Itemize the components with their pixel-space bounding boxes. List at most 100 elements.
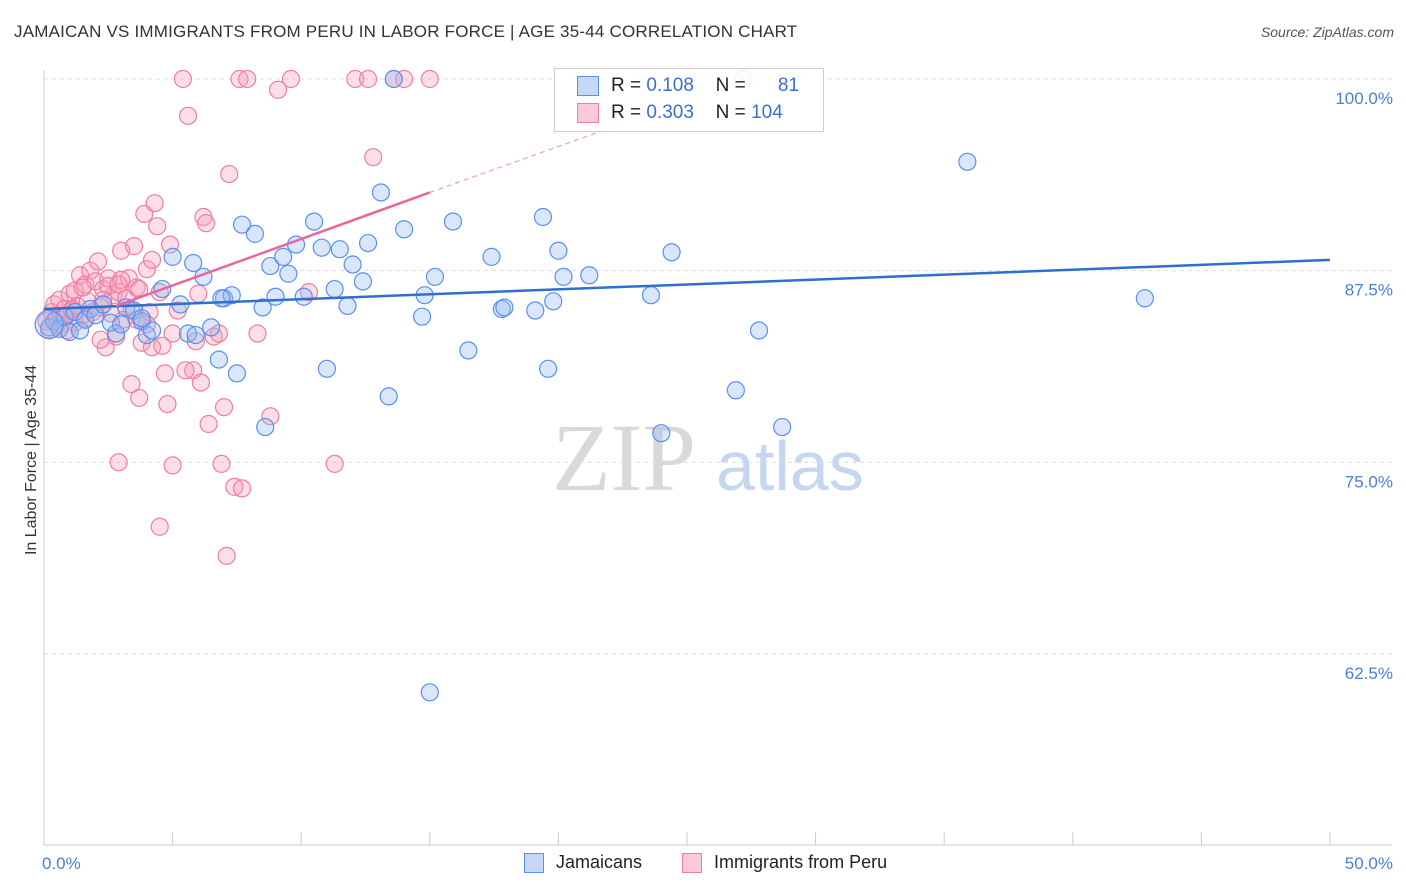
peru-point [394, 69, 414, 89]
legend-r-label: R = [611, 75, 642, 96]
jamaicans-point [163, 247, 182, 266]
peru-point [158, 394, 177, 414]
jamaicans-point [425, 267, 445, 286]
peru-point [238, 69, 257, 89]
legend-n-value: 104 [751, 102, 783, 123]
series-jamaicans-points [34, 69, 1154, 702]
jamaicans-point [773, 417, 792, 437]
jamaicans-point [279, 264, 298, 283]
grid [44, 78, 1392, 655]
jamaicans-point [266, 287, 285, 306]
peru-point [217, 546, 236, 565]
peru-point [225, 477, 244, 496]
watermark-zip: ZIP [552, 404, 696, 511]
jamaicans-point [274, 247, 293, 266]
jamaicans-point [178, 324, 198, 343]
peru-point [261, 407, 280, 426]
peru-trend-extension [429, 122, 623, 194]
peru-point [189, 284, 208, 303]
peru-point [199, 414, 218, 434]
y-tick-label: 62.5% [1345, 664, 1393, 683]
peru-point [148, 217, 167, 236]
legend-r-value: 0.303 [646, 102, 694, 123]
jamaicans-point [379, 387, 398, 406]
peru-point [248, 324, 267, 343]
peru-point [212, 454, 231, 473]
peru-point [176, 361, 195, 380]
legend-label-peru: Immigrants from Peru [714, 852, 888, 872]
jamaicans-point [958, 152, 977, 171]
peru-point [173, 69, 192, 89]
jamaicans-point [495, 298, 514, 317]
jamaicans-point [132, 309, 151, 328]
legend-row-peru: R = 0.303 N = 104 [577, 100, 799, 126]
peru-point [178, 106, 198, 125]
jamaicans-point [443, 212, 463, 231]
peru-point [163, 324, 182, 343]
peru-point [364, 148, 383, 167]
jamaicans-point [202, 318, 221, 337]
jamaicans-point [106, 324, 126, 343]
legend-item-peru[interactable]: Immigrants from Peru [682, 852, 887, 873]
legend-n-label: N = [715, 75, 746, 96]
jamaicans-point [261, 256, 280, 276]
legend-swatch-jamaicans [577, 76, 599, 96]
jamaicans-point [256, 417, 275, 437]
jamaicans-point [142, 321, 162, 340]
jamaicans-point [209, 350, 228, 369]
jamaicans-point [1135, 289, 1154, 308]
legend-n-value: 81 [777, 75, 800, 96]
peru-point [91, 330, 110, 349]
peru-point [122, 375, 141, 394]
jamaicans-point [312, 238, 331, 257]
jamaicans-point [353, 272, 373, 291]
x-tick-label: 50.0% [1345, 854, 1393, 873]
legend-swatch-jamaicans [524, 852, 544, 873]
jamaicans-point [549, 241, 568, 260]
y-tick-label: 100.0% [1335, 89, 1393, 108]
x-tick-label: 0.0% [42, 854, 81, 873]
jamaicans-point [245, 224, 265, 243]
peru-point [81, 261, 100, 280]
jamaicans-trend-line [43, 258, 1331, 311]
peru-point [325, 454, 344, 473]
correlation-legend: R = 0.108 N = 81 R = 0.303 N = 104 [554, 68, 824, 132]
jamaicans-point [186, 325, 205, 345]
jamaicans-point [358, 233, 378, 253]
y-tick-label: 87.5% [1345, 281, 1393, 300]
peru-point [145, 194, 164, 213]
peru-point [109, 275, 128, 294]
peru-point [281, 69, 301, 89]
legend-row-jamaicans: R = 0.108 N = 81 [577, 73, 799, 99]
jamaicans-point [482, 247, 501, 266]
jamaicans-point [662, 243, 681, 262]
jamaicans-point [76, 310, 95, 329]
legend-item-jamaicans[interactable]: Jamaicans [524, 852, 642, 873]
jamaicans-point [641, 286, 661, 305]
peru-point [137, 260, 156, 279]
peru-point [358, 69, 378, 89]
watermark: ZIP atlas [552, 404, 864, 511]
jamaicans-point [294, 287, 313, 306]
peru-point [94, 290, 113, 309]
jamaicans-point [325, 279, 344, 299]
legend-swatch-peru [577, 103, 599, 123]
y-tick-label: 75.0% [1345, 472, 1393, 491]
peru-point [142, 250, 162, 270]
jamaicans-point [726, 381, 745, 400]
axes [43, 70, 1392, 846]
series-legend: Jamaicans Immigrants from Peru [524, 852, 927, 873]
peru-point [155, 364, 174, 383]
peru-point [196, 214, 216, 233]
jamaicans-point [371, 183, 391, 202]
jamaicans-point [412, 307, 432, 326]
chart-title: JAMAICAN VS IMMIGRANTS FROM PERU IN LABO… [14, 22, 798, 41]
peru-point [73, 278, 92, 297]
jamaicans-point [384, 69, 403, 89]
peru-trend-line [115, 191, 431, 308]
jamaicans-point [222, 286, 241, 305]
jamaicans-point [253, 298, 272, 317]
jamaicans-point [184, 253, 203, 273]
jamaicans-point [580, 266, 599, 285]
